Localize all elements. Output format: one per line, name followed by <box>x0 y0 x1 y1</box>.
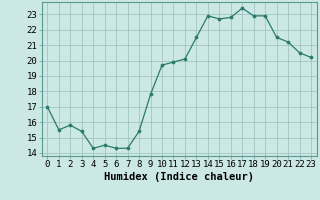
X-axis label: Humidex (Indice chaleur): Humidex (Indice chaleur) <box>104 172 254 182</box>
